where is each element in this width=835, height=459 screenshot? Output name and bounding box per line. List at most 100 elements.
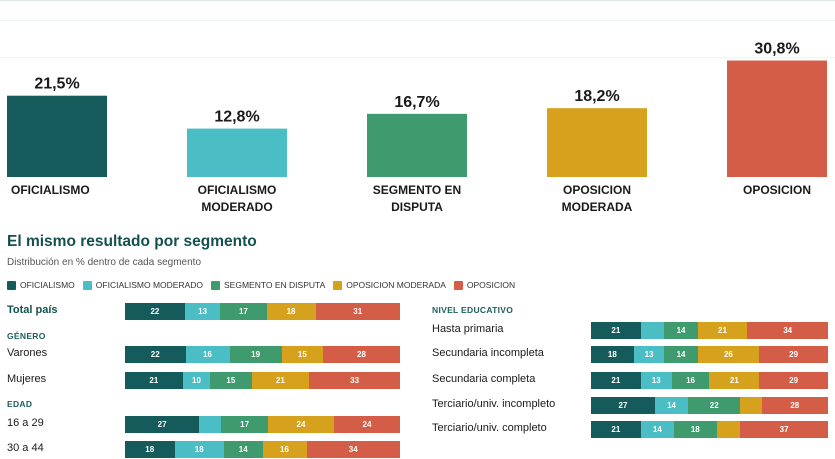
category-label: MODERADA (562, 200, 633, 214)
stacked-bar-varones: 22 16 19 15 28 (125, 346, 400, 363)
legend-swatch (453, 280, 463, 290)
gridline (0, 57, 835, 58)
row-label-secundaria-incompleta: Secundaria incompleta (432, 347, 544, 359)
segment-oposicion-moderada (716, 421, 741, 438)
row-label-hasta-primaria: Hasta primaria (432, 323, 504, 335)
segment-oficialismo: 22 (125, 303, 185, 320)
segment-oficialismo-moderado: 18 (174, 441, 224, 458)
segment-segmento-en-disputa: 18 (673, 421, 717, 438)
segment-oficialismo: 21 (591, 322, 641, 339)
segment-oposicion: 24 (334, 416, 400, 433)
segment-oficialismo-moderado: 13 (184, 303, 221, 320)
bar-oposicion-moderada (547, 108, 647, 177)
gridline (0, 20, 835, 21)
row-label-16-a-29: 16 a 29 (7, 417, 44, 429)
segment-oposicion-moderada (740, 397, 762, 414)
segment-segmento-en-disputa: 22 (688, 397, 741, 414)
segment-oposicion-moderada: 21 (251, 372, 310, 389)
segment-segmento-en-disputa: 19 (229, 346, 282, 363)
segment-oposicion-moderada: 21 (697, 322, 748, 339)
legend-swatch (211, 280, 221, 290)
row-label-terciario-univ-incompleto: Terciario/univ. incompleto (432, 398, 556, 410)
segment-oposicion-moderada: 15 (281, 346, 323, 363)
segment-oposicion: 29 (759, 372, 828, 389)
legend-item: SEGMENTO EN DISPUTA (211, 280, 325, 290)
legend-label: OFICIALISMO (20, 280, 75, 290)
category-label: OPOSICION (743, 183, 811, 197)
stacked-bar-total-pais: 22 13 17 18 31 (125, 303, 400, 320)
segment-segmento-en-disputa: 14 (664, 322, 698, 339)
segment-segmento-en-disputa: 15 (210, 372, 252, 389)
segment-oficialismo-moderado: 16 (185, 346, 230, 363)
segment-segmento-en-disputa: 14 (664, 346, 698, 363)
bar-oficialismo-moderado (187, 128, 287, 177)
stacked-bar-30-a-44: 18 18 14 16 34 (125, 441, 400, 458)
segment-segmento-en-disputa: 16 (671, 372, 710, 389)
legend-swatch (82, 280, 92, 290)
segment-oficialismo-moderado: 14 (654, 397, 689, 414)
segment-oficialismo: 27 (591, 397, 655, 414)
legend-swatch (7, 280, 16, 290)
legend-item: OPOSICION MODERADA (333, 280, 446, 290)
stacked-bar-terciario-univ-incompleto: 27 14 22 28 (591, 397, 828, 414)
stacked-bar-mujeres: 21 10 15 21 33 (125, 372, 400, 389)
category-label: MODERADO (201, 200, 272, 214)
segment-oficialismo: 18 (125, 441, 175, 458)
legend-label: OPOSICION MODERADA (346, 280, 446, 290)
group-header-genero: GÉNERO (7, 331, 46, 341)
segment-oposicion: 37 (740, 421, 828, 438)
group-header-edad: EDAD (7, 399, 33, 409)
stacked-bar-secundaria-completa: 21 13 16 21 29 (591, 372, 828, 389)
top-divider (0, 0, 835, 1)
segment-oficialismo: 18 (591, 346, 634, 363)
segment-oposicion: 28 (323, 346, 400, 363)
legend-item: OPOSICION (453, 280, 516, 290)
segment-oficialismo-moderado: 10 (182, 372, 211, 389)
segment-oficialismo-moderado: 13 (640, 372, 672, 389)
segment-oficialismo: 21 (591, 421, 641, 438)
stacked-bar-terciario-univ-completo: 21 14 18 37 (591, 421, 828, 438)
segment-oficialismo: 22 (125, 346, 186, 363)
segment-oposicion: 31 (315, 303, 400, 320)
category-label: OPOSICION (563, 183, 631, 197)
legend-item: OFICIALISMO MODERADO (82, 280, 204, 290)
legend-swatch (333, 280, 343, 290)
segment-oposicion: 34 (747, 322, 828, 339)
category-label: SEGMENTO EN (373, 183, 461, 197)
segment-oficialismo: 27 (125, 416, 200, 433)
segment-segmento-en-disputa: 17 (220, 303, 267, 320)
segment-oposicion: 28 (761, 397, 828, 414)
segment-oficialismo: 21 (591, 372, 641, 389)
segment-oficialismo-moderado (640, 322, 665, 339)
bar-value-label: 12,8% (214, 109, 259, 126)
row-label-varones: Varones (7, 347, 48, 359)
segment-oficialismo-moderado (199, 416, 222, 433)
segment-oficialismo-moderado: 13 (633, 346, 665, 363)
bar-oposicion (727, 60, 827, 177)
segment-oposicion: 29 (759, 346, 828, 363)
stacked-bar-16-a-29: 27 17 24 24 (125, 416, 400, 433)
category-label: OFICIALISMO (198, 183, 277, 197)
segment-legend: OFICIALISMO OFICIALISMO MODERADO SEGMENTO … (7, 280, 523, 290)
segment-section-title: El mismo resultado por segmento (7, 233, 257, 250)
row-label-secundaria-completa: Secundaria completa (432, 373, 536, 385)
segment-segmento-en-disputa: 14 (224, 441, 263, 458)
segment-oficialismo-moderado: 14 (640, 421, 674, 438)
legend-label: OPOSICION (466, 280, 516, 290)
segment-oposicion-moderada: 16 (262, 441, 307, 458)
row-label-mujeres: Mujeres (7, 373, 47, 385)
main-bar-chart: 21,5% OFICIALISMO 12,8% OFICIALISMO MODERADO… (7, 41, 827, 214)
category-label: DISPUTA (391, 200, 443, 214)
bar-oficialismo (7, 95, 107, 177)
segment-oposicion-moderada: 24 (268, 416, 334, 433)
bar-value-label: 18,2% (574, 88, 619, 105)
segment-section-subtitle: Distribución en % dentro de cada segment… (7, 257, 202, 268)
stacked-bar-hasta-primaria: 21 14 21 34 (591, 322, 828, 339)
row-label-total-pais: Total país (7, 304, 58, 316)
bar-value-label: 30,8% (754, 41, 799, 58)
stacked-bar-secundaria-incompleta: 18 13 14 26 29 (591, 346, 828, 363)
legend-label: OFICIALISMO MODERADO (95, 280, 204, 290)
category-label: OFICIALISMO (11, 183, 90, 197)
segment-segmento-en-disputa: 17 (221, 416, 268, 433)
segment-oposicion: 33 (309, 372, 400, 389)
